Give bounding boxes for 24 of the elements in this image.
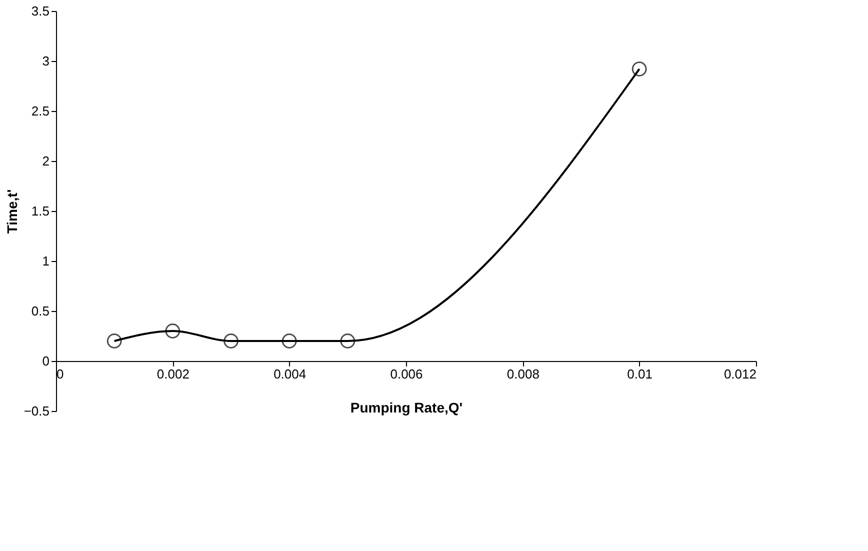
x-axis-title: Pumping Rate,Q' bbox=[350, 400, 463, 416]
x-tick-label: 0 bbox=[56, 366, 64, 382]
x-tick-label: 0.008 bbox=[506, 366, 540, 382]
point bbox=[165, 324, 180, 338]
y-axis-title: Time,t' bbox=[4, 189, 20, 234]
x-tick-label: 0.01 bbox=[627, 366, 652, 382]
y-tick-label: 0.5 bbox=[31, 304, 50, 318]
y-tick-label: 2 bbox=[42, 154, 50, 168]
y-tick-label: −0.5 bbox=[24, 404, 50, 418]
y-tick-label: 2.5 bbox=[31, 104, 50, 118]
y-tick-label: 0 bbox=[42, 354, 50, 368]
y-tick-label: 3 bbox=[42, 54, 50, 68]
y-tick-label: 1.5 bbox=[31, 204, 50, 218]
y-tick-label: 3.5 bbox=[31, 4, 50, 18]
x-tick-label: 0.002 bbox=[156, 366, 190, 382]
y-tick-label: 1 bbox=[42, 254, 50, 268]
x-tick-label: 0.012 bbox=[724, 366, 756, 382]
point bbox=[106, 334, 122, 348]
point bbox=[282, 334, 297, 348]
point bbox=[632, 62, 647, 76]
x-tick-label: 0.004 bbox=[274, 366, 306, 382]
x-tick-label: 0.006 bbox=[390, 366, 423, 382]
point bbox=[340, 334, 356, 348]
point bbox=[224, 334, 238, 348]
